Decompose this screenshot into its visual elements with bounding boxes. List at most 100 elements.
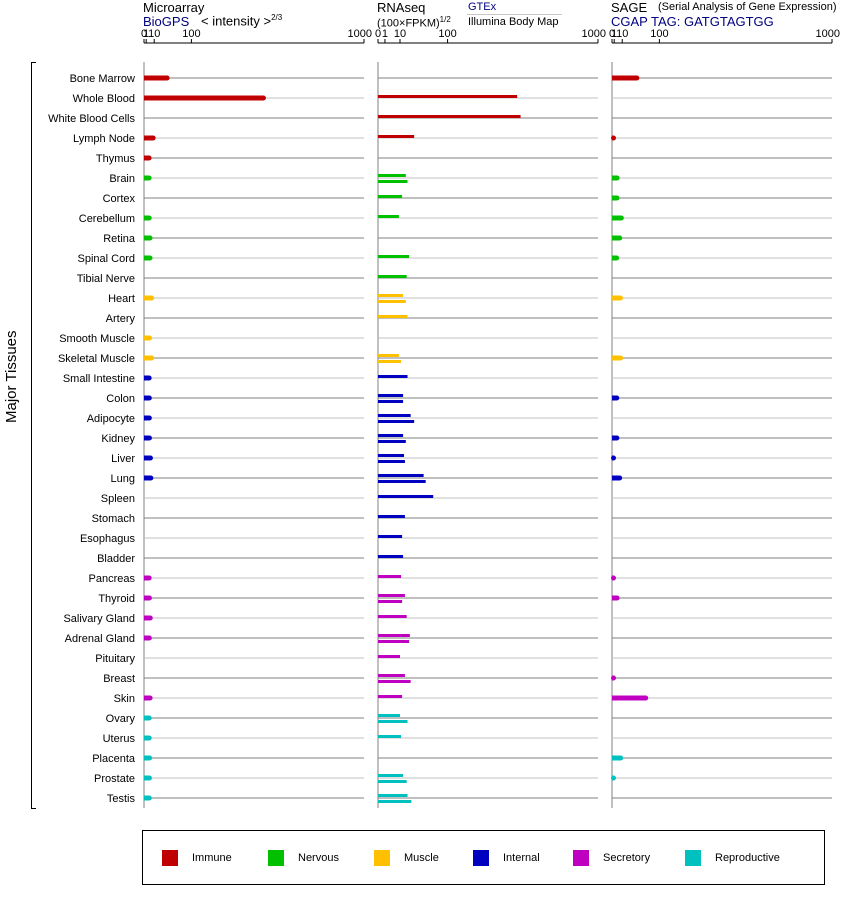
expression-bar [378,495,434,498]
expression-bar [144,595,150,601]
tissue-label: Uterus [103,733,136,745]
tick-label: 0 [141,28,147,40]
legend-label-muscle: Muscle [404,852,439,864]
expression-bar [378,594,405,597]
expression-bar [378,174,406,177]
microarray-unit: < intensity >2/3 [201,13,283,29]
expression-bar [144,795,150,801]
legend-swatch-muscle [374,850,390,866]
bar-end-cap [146,775,152,781]
bar-end-cap [147,615,153,621]
rnaseq-source-illumina[interactable]: Illumina Body Map [468,16,559,28]
bar-end-cap [147,255,153,261]
bar-end-cap [146,635,152,641]
tissue-label: Thyroid [98,593,135,605]
microarray-source[interactable]: BioGPS [143,14,190,29]
tissue-bracket [31,62,36,809]
tissue-label: Retina [103,233,136,245]
tick-label: 0 [375,28,381,40]
tissue-label: Adrenal Gland [65,633,135,645]
expression-bar [144,295,152,301]
tissue-label: Lung [111,473,135,485]
expression-bar [612,755,621,761]
tick-label: 0 [609,28,615,40]
expression-bar [378,800,412,803]
bar-end-cap [164,75,170,81]
bar-end-cap [149,295,155,301]
tissue-label: Adipocyte [87,413,135,425]
expression-bar [378,115,521,118]
bar-end-cap [148,475,154,481]
expression-bar [378,135,415,138]
expression-bar [144,395,150,401]
tick-label: 10 [616,28,628,40]
bar-end-cap [146,375,152,381]
legend-swatch-internal [473,850,489,866]
tick-label: 1000 [348,28,372,40]
expression-bar [378,720,408,723]
expression-bar [144,255,150,261]
bar-end-cap [614,255,620,261]
bar-end-cap [146,215,152,221]
expression-bar [378,774,404,777]
rnaseq-source-divider [467,14,562,15]
rnaseq-source-gtex[interactable]: GTEx [468,1,497,13]
expression-bar [378,600,403,603]
tissue-label: Thymus [96,153,136,165]
legend-label-secretory: Secretory [603,852,651,864]
expression-bar [378,735,402,738]
bar-end-cap [147,335,153,341]
expression-bar [378,315,408,318]
expression-bar [378,215,399,218]
legend-swatch-immune [162,850,178,866]
bar-end-cap [643,695,649,701]
expression-bar [378,780,407,783]
tissue-label: Tibial Nerve [77,273,135,285]
expression-bar [144,135,154,141]
expression-bar [378,294,404,297]
legend-swatch-reproductive [685,850,701,866]
legend-swatch-nervous [268,850,284,866]
expression-bar [378,695,403,698]
bar-end-cap [146,415,152,421]
tissue-label: Bladder [97,553,135,565]
expression-bar [144,75,168,81]
bar-end-cap [260,95,266,101]
legend: Immune Nervous Muscle Internal Secretory… [142,830,825,885]
bar-end-cap [614,175,620,181]
expression-bar [144,455,151,461]
expression-bar [612,235,620,241]
expression-bar [378,414,411,417]
tissue-label: Whole Blood [73,93,135,105]
tissue-label: Spleen [101,493,135,505]
tick-label: 100 [438,28,456,40]
expression-bar [144,615,151,621]
expression-bar [378,434,404,437]
expression-bar [378,575,402,578]
expression-bar [378,440,406,443]
sage-tag[interactable]: CGAP TAG: GATGTAGTGG [611,14,774,29]
legend-label-nervous: Nervous [298,852,339,864]
expression-bar [144,635,150,641]
legend-label-reproductive: Reproductive [715,852,780,864]
rnaseq-title: RNAseq [377,0,426,15]
expression-bar [378,300,406,303]
bar-end-cap [618,755,624,761]
bar-end-cap [146,575,152,581]
expression-bar [378,794,408,797]
bar-end-cap [146,155,152,161]
expression-bar [378,375,408,378]
expression-bar [612,475,620,481]
bar-end-cap [146,175,152,181]
bar-end-cap [611,575,616,581]
expression-bar [144,435,150,441]
tick-label: 1 [611,28,617,40]
expression-bar [144,715,150,721]
expression-bar [144,95,264,101]
sage-subtitle: (Serial Analysis of Gene Expression) [658,1,837,13]
tissue-label: Ovary [106,713,136,725]
bar-end-cap [611,455,616,461]
bar-end-cap [150,135,156,141]
expression-bar [144,695,151,701]
expression-bar [378,474,424,477]
